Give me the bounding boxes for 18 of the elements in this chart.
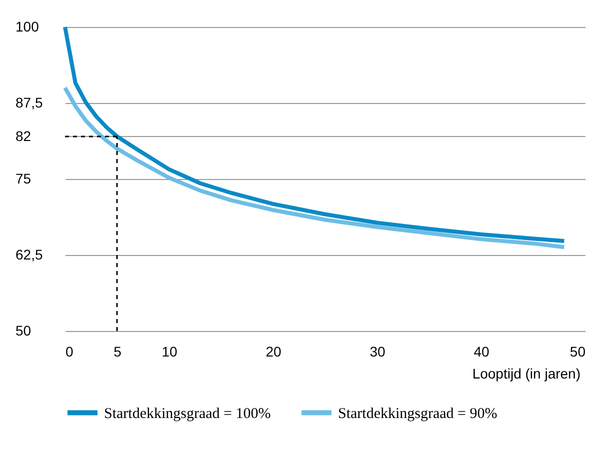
y-tick-label: 50 (16, 322, 32, 338)
x-tick-label: 20 (266, 344, 282, 360)
legend-label: Startdekkingsgraad = 90% (338, 406, 498, 422)
y-tick-label: 87,5 (16, 94, 43, 110)
x-tick-label: 5 (114, 344, 122, 360)
y-tick-label: 100 (16, 18, 40, 34)
legend-label: Startdekkingsgraad = 100% (104, 406, 271, 422)
x-tick-label: 0 (66, 344, 74, 360)
x-axis-title: Looptijd (in jaren) (472, 366, 580, 382)
x-tick-label: 10 (162, 344, 178, 360)
y-tick-label: 82 (16, 128, 32, 144)
y-tick-label: 75 (16, 170, 32, 186)
y-tick-label: 62,5 (16, 246, 43, 262)
x-tick-label: 50 (570, 344, 586, 360)
x-tick-label: 40 (474, 344, 490, 360)
x-tick-label: 30 (370, 344, 386, 360)
line-series (63, 25, 566, 244)
line-series (63, 86, 566, 250)
